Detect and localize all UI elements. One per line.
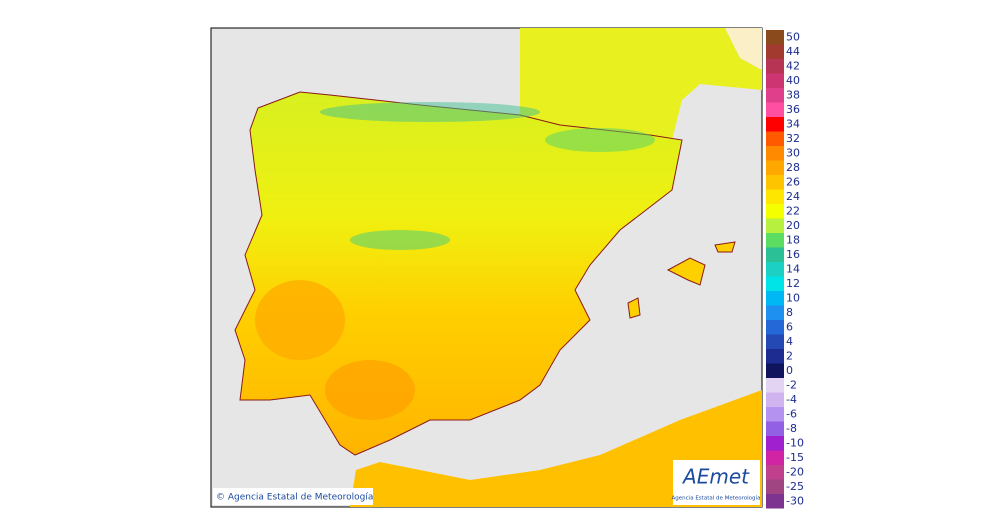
legend-label: 6 [786,320,793,333]
island [714,241,736,253]
iberia-land [234,91,683,456]
legend-label: 50 [786,30,800,43]
legend-swatch [766,479,784,494]
legend-swatch [766,450,784,465]
legend-label: 8 [786,306,793,319]
legend-swatch [766,175,784,190]
legend-label: 24 [786,190,800,203]
legend-swatch [766,349,784,364]
legend-swatch [766,392,784,407]
copyright-box [213,488,373,505]
pale-land [725,28,762,70]
legend-swatch [766,102,784,117]
legend-label: 16 [786,248,800,261]
legend-label: -2 [786,378,797,391]
legend-label: -15 [786,451,804,464]
legend-swatch [766,494,784,509]
legend-label: 14 [786,262,800,275]
legend-label: -30 [786,494,804,507]
legend-label: 26 [786,175,800,188]
warm-zone [325,360,415,420]
legend-label: -8 [786,422,797,435]
legend-label: 38 [786,88,800,101]
legend-swatch [766,465,784,480]
legend-label: 12 [786,277,800,290]
mountain-zone [545,128,655,152]
legend-label: -20 [786,465,804,478]
legend-swatch [766,247,784,262]
legend-swatch [766,291,784,306]
logo-subtitle: Agencia Estatal de Meteorología [672,495,761,502]
legend-swatch [766,334,784,349]
legend-swatch [766,117,784,132]
legend-swatch [766,189,784,204]
legend-swatch [766,320,784,335]
legend-swatch [766,59,784,74]
legend-swatch [766,378,784,393]
legend-swatch [766,233,784,248]
legend-swatch [766,305,784,320]
legend-swatch [766,146,784,161]
island [627,297,641,319]
legend-swatch [766,436,784,451]
legend-label: 32 [786,132,800,145]
legend-label: -10 [786,436,804,449]
legend-swatch [766,30,784,45]
legend-label: 4 [786,335,793,348]
legend-swatch [766,276,784,291]
legend-label: -6 [786,407,797,420]
legend-swatch [766,407,784,422]
legend-label: 20 [786,219,800,232]
legend-label: 40 [786,74,800,87]
legend-swatch [766,73,784,88]
legend-label: 30 [786,146,800,159]
mountain-zone [350,230,450,250]
mountain-zone [320,102,540,122]
legend-swatch [766,204,784,219]
legend-swatch [766,421,784,436]
legend-swatch [766,44,784,59]
africa-land [350,390,762,507]
logo-name: AEmet [681,465,750,489]
legend-label: 36 [786,103,800,116]
legend-swatch [766,160,784,175]
copyright: © Agencia Estatal de Meteorología [216,493,373,503]
logo-box [673,460,760,505]
legend-label: 0 [786,364,793,377]
legend-label: 28 [786,161,800,174]
legend-swatch [766,131,784,146]
legend-label: 2 [786,349,793,362]
legend-label: 34 [786,117,800,130]
legend-swatch [766,218,784,233]
legend-label: 22 [786,204,800,217]
legend-label: -25 [786,480,804,493]
island [666,257,706,286]
legend-swatch [766,88,784,103]
legend-label: 10 [786,291,800,304]
legend-label: 18 [786,233,800,246]
legend-label: 44 [786,45,800,58]
france-land [520,28,762,140]
legend-swatch [766,363,784,378]
warm-zone [255,280,345,360]
legend-label: -4 [786,393,797,406]
legend-label: 42 [786,59,800,72]
legend-swatch [766,262,784,277]
